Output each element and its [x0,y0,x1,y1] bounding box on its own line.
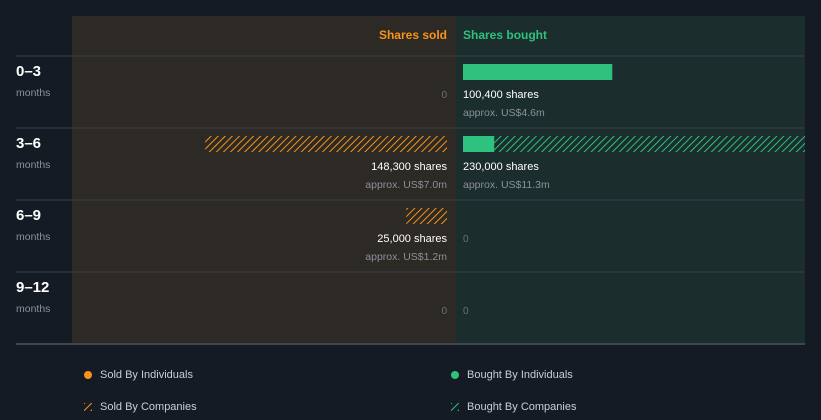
period-unit: months [16,303,50,315]
period-label: 3–6 [16,135,41,152]
sold-value-label: approx. US$7.0m [365,179,447,191]
sold-zero-label: 0 [441,90,447,101]
legend-label: Bought By Individuals [467,369,573,381]
period-label: 6–9 [16,207,41,224]
sold-zero-label: 0 [441,306,447,317]
period-unit: months [16,231,50,243]
legend-sold-individuals: Sold By Individuals [84,368,193,382]
period-label: 9–12 [16,279,49,296]
legend-label: Sold By Individuals [100,369,193,381]
sold-individuals-swatch [84,371,92,379]
bought-individuals-swatch [451,371,459,379]
bought-individuals-bar [463,136,495,152]
bought-value-label: approx. US$4.6m [463,107,545,119]
sold-shares-label: 25,000 shares [377,233,447,245]
legend-bought-companies: Bought By Companies [451,400,576,414]
bought-companies-swatch [451,403,459,411]
sold-companies-bar [205,136,447,152]
legend-label: Bought By Companies [467,401,577,413]
legend-bought-individuals: Bought By Individuals [451,368,573,382]
sold-panel [72,16,456,343]
bought-zero-label: 0 [463,234,469,245]
bought-companies-bar [494,136,805,152]
sold-shares-label: 148,300 shares [371,161,447,173]
bought-value-label: approx. US$11.3m [463,179,550,191]
period-unit: months [16,87,50,99]
bought-shares-label: 100,400 shares [463,89,539,101]
period-label: 0–3 [16,63,41,80]
period-unit: months [16,159,50,171]
sold-companies-bar [406,208,447,224]
sold-value-label: approx. US$1.2m [365,251,447,263]
legend-sold-companies: Sold By Companies [84,400,197,414]
bought-shares-label: 230,000 shares [463,161,539,173]
legend-label: Sold By Companies [100,401,197,413]
sold-header: Shares sold [379,28,447,42]
bought-zero-label: 0 [463,306,469,317]
sold-companies-swatch [84,403,92,411]
bought-individuals-bar [463,64,613,80]
bought-header: Shares bought [463,28,547,42]
